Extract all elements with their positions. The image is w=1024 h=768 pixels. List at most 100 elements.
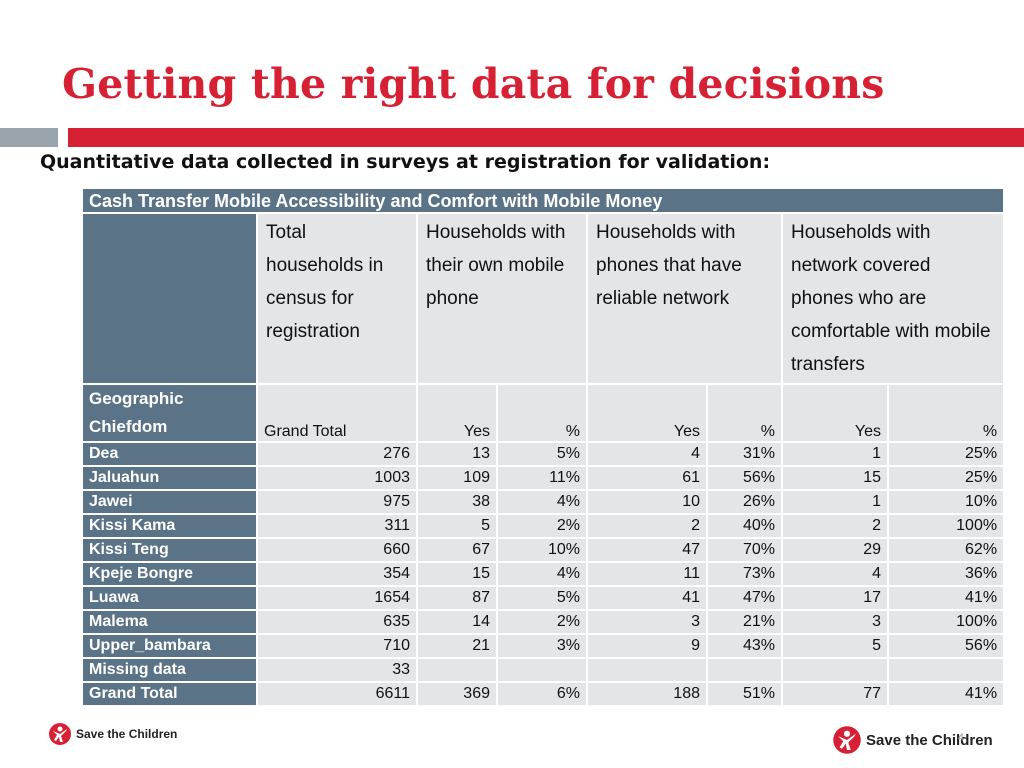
cell-total: 354 bbox=[256, 561, 418, 587]
cell-comf-yes: 4 bbox=[781, 561, 889, 587]
column-group-header-row: Total households in census for registrat… bbox=[81, 212, 1006, 385]
cell-net-pct: 26% bbox=[706, 489, 783, 515]
cell-comf-yes bbox=[781, 657, 889, 683]
cell-net-yes: 41 bbox=[586, 585, 708, 611]
cell-net-pct: 70% bbox=[706, 537, 783, 563]
cell-total: 1654 bbox=[256, 585, 418, 611]
table-row: Grand Total 6611 369 6% 188 51% 77 41% bbox=[81, 681, 1006, 707]
table-row: Kpeje Bongre 354 15 4% 11 73% 4 36% bbox=[81, 561, 1006, 587]
cell-comf-pct: 36% bbox=[886, 561, 1006, 587]
subheader-own-yes: Yes bbox=[416, 383, 498, 443]
save-the-children-icon bbox=[833, 726, 861, 754]
cell-comf-yes: 77 bbox=[781, 681, 889, 707]
cell-total: 276 bbox=[256, 441, 418, 467]
cell-net-yes: 11 bbox=[586, 561, 708, 587]
cell-net-yes: 9 bbox=[586, 633, 708, 659]
subheader-net-yes: Yes bbox=[586, 383, 708, 443]
row-chiefdom-name: Kissi Teng bbox=[81, 537, 258, 563]
cell-net-pct: 31% bbox=[706, 441, 783, 467]
cell-comf-yes: 1 bbox=[781, 489, 889, 515]
cell-own-pct: 10% bbox=[496, 537, 588, 563]
cell-comf-yes: 1 bbox=[781, 441, 889, 467]
cell-own-pct bbox=[496, 657, 588, 683]
cell-comf-pct: 25% bbox=[886, 441, 1006, 467]
cell-net-yes: 4 bbox=[586, 441, 708, 467]
table-row: Upper_bambara 710 21 3% 9 43% 5 56% bbox=[81, 633, 1006, 659]
subheader-net-pct: % bbox=[706, 383, 783, 443]
cell-total: 1003 bbox=[256, 465, 418, 491]
cell-own-pct: 4% bbox=[496, 489, 588, 515]
cell-comf-yes: 3 bbox=[781, 609, 889, 635]
cell-own-yes: 14 bbox=[416, 609, 498, 635]
cell-total: 6611 bbox=[256, 681, 418, 707]
row-header-label: Geographic Chiefdom bbox=[81, 383, 258, 443]
row-chiefdom-name: Kpeje Bongre bbox=[81, 561, 258, 587]
subheader-comf-yes: Yes bbox=[781, 383, 889, 443]
table-row: Jawei 975 38 4% 10 26% 1 10% bbox=[81, 489, 1006, 515]
cell-total: 975 bbox=[256, 489, 418, 515]
subheader-comf-pct: % bbox=[886, 383, 1006, 443]
header-corner-cell bbox=[81, 212, 258, 385]
cell-comf-yes: 5 bbox=[781, 633, 889, 659]
cell-total: 710 bbox=[256, 633, 418, 659]
cell-comf-yes: 15 bbox=[781, 465, 889, 491]
cell-own-yes: 38 bbox=[416, 489, 498, 515]
cell-comf-pct: 62% bbox=[886, 537, 1006, 563]
cell-net-yes: 61 bbox=[586, 465, 708, 491]
col-header-own-phone: Households with their own mobile phone bbox=[416, 212, 588, 385]
page-number: 4 bbox=[957, 732, 964, 744]
cell-comf-pct: 100% bbox=[886, 513, 1006, 539]
cell-total: 660 bbox=[256, 537, 418, 563]
cell-own-yes: 21 bbox=[416, 633, 498, 659]
table-caption: Cash Transfer Mobile Accessibility and C… bbox=[80, 187, 1006, 214]
cell-net-yes: 10 bbox=[586, 489, 708, 515]
cell-own-pct: 2% bbox=[496, 513, 588, 539]
cell-comf-pct: 10% bbox=[886, 489, 1006, 515]
cell-net-yes bbox=[586, 657, 708, 683]
cell-net-yes: 2 bbox=[586, 513, 708, 539]
row-chiefdom-name: Upper_bambara bbox=[81, 633, 258, 659]
cell-own-pct: 11% bbox=[496, 465, 588, 491]
table-row: Kissi Teng 660 67 10% 47 70% 29 62% bbox=[81, 537, 1006, 563]
cell-own-pct: 3% bbox=[496, 633, 588, 659]
mobile-money-table: Cash Transfer Mobile Accessibility and C… bbox=[80, 187, 1006, 707]
cell-own-pct: 5% bbox=[496, 585, 588, 611]
cell-comf-pct: 100% bbox=[886, 609, 1006, 635]
page-title: Getting the right data for decisions bbox=[62, 60, 885, 108]
cell-net-pct: 40% bbox=[706, 513, 783, 539]
row-chiefdom-name: Luawa bbox=[81, 585, 258, 611]
row-chiefdom-name: Grand Total bbox=[81, 681, 258, 707]
table-row: Dea 276 13 5% 4 31% 1 25% bbox=[81, 441, 1006, 467]
row-chiefdom-name: Malema bbox=[81, 609, 258, 635]
save-the-children-logo-left: Save the Children bbox=[48, 722, 177, 746]
cell-total: 311 bbox=[256, 513, 418, 539]
save-the-children-icon bbox=[49, 723, 71, 745]
col-header-total: Total households in census for registrat… bbox=[256, 212, 418, 385]
cell-total: 33 bbox=[256, 657, 418, 683]
cell-comf-pct: 41% bbox=[886, 585, 1006, 611]
cell-net-pct: 47% bbox=[706, 585, 783, 611]
cell-net-pct bbox=[706, 657, 783, 683]
cell-net-pct: 43% bbox=[706, 633, 783, 659]
save-the-children-logo-right: Save the Children bbox=[832, 725, 993, 755]
row-chiefdom-name: Dea bbox=[81, 441, 258, 467]
subheader-grand-total: Grand Total bbox=[256, 383, 418, 443]
cell-own-yes: 5 bbox=[416, 513, 498, 539]
logo-text-right: Save the Children bbox=[866, 731, 993, 749]
table-row: Malema 635 14 2% 3 21% 3 100% bbox=[81, 609, 1006, 635]
row-header-label-chiefdom: Chiefdom bbox=[89, 417, 168, 436]
cell-net-pct: 56% bbox=[706, 465, 783, 491]
row-chiefdom-name: Kissi Kama bbox=[81, 513, 258, 539]
cell-own-yes bbox=[416, 657, 498, 683]
cell-net-yes: 47 bbox=[586, 537, 708, 563]
table-row: Kissi Kama 311 5 2% 2 40% 2 100% bbox=[81, 513, 1006, 539]
sub-header-row: Geographic Chiefdom Grand Total Yes % Ye… bbox=[81, 383, 1006, 443]
cell-own-pct: 6% bbox=[496, 681, 588, 707]
row-chiefdom-name: Jaluahun bbox=[81, 465, 258, 491]
col-header-comfortable: Households with network covered phones w… bbox=[780, 212, 1006, 385]
table-row: Jaluahun 1003 109 11% 61 56% 15 25% bbox=[81, 465, 1006, 491]
row-chiefdom-name: Missing data bbox=[81, 657, 258, 683]
cell-own-pct: 4% bbox=[496, 561, 588, 587]
page-subtitle: Quantitative data collected in surveys a… bbox=[40, 151, 771, 173]
subheader-own-pct: % bbox=[496, 383, 588, 443]
